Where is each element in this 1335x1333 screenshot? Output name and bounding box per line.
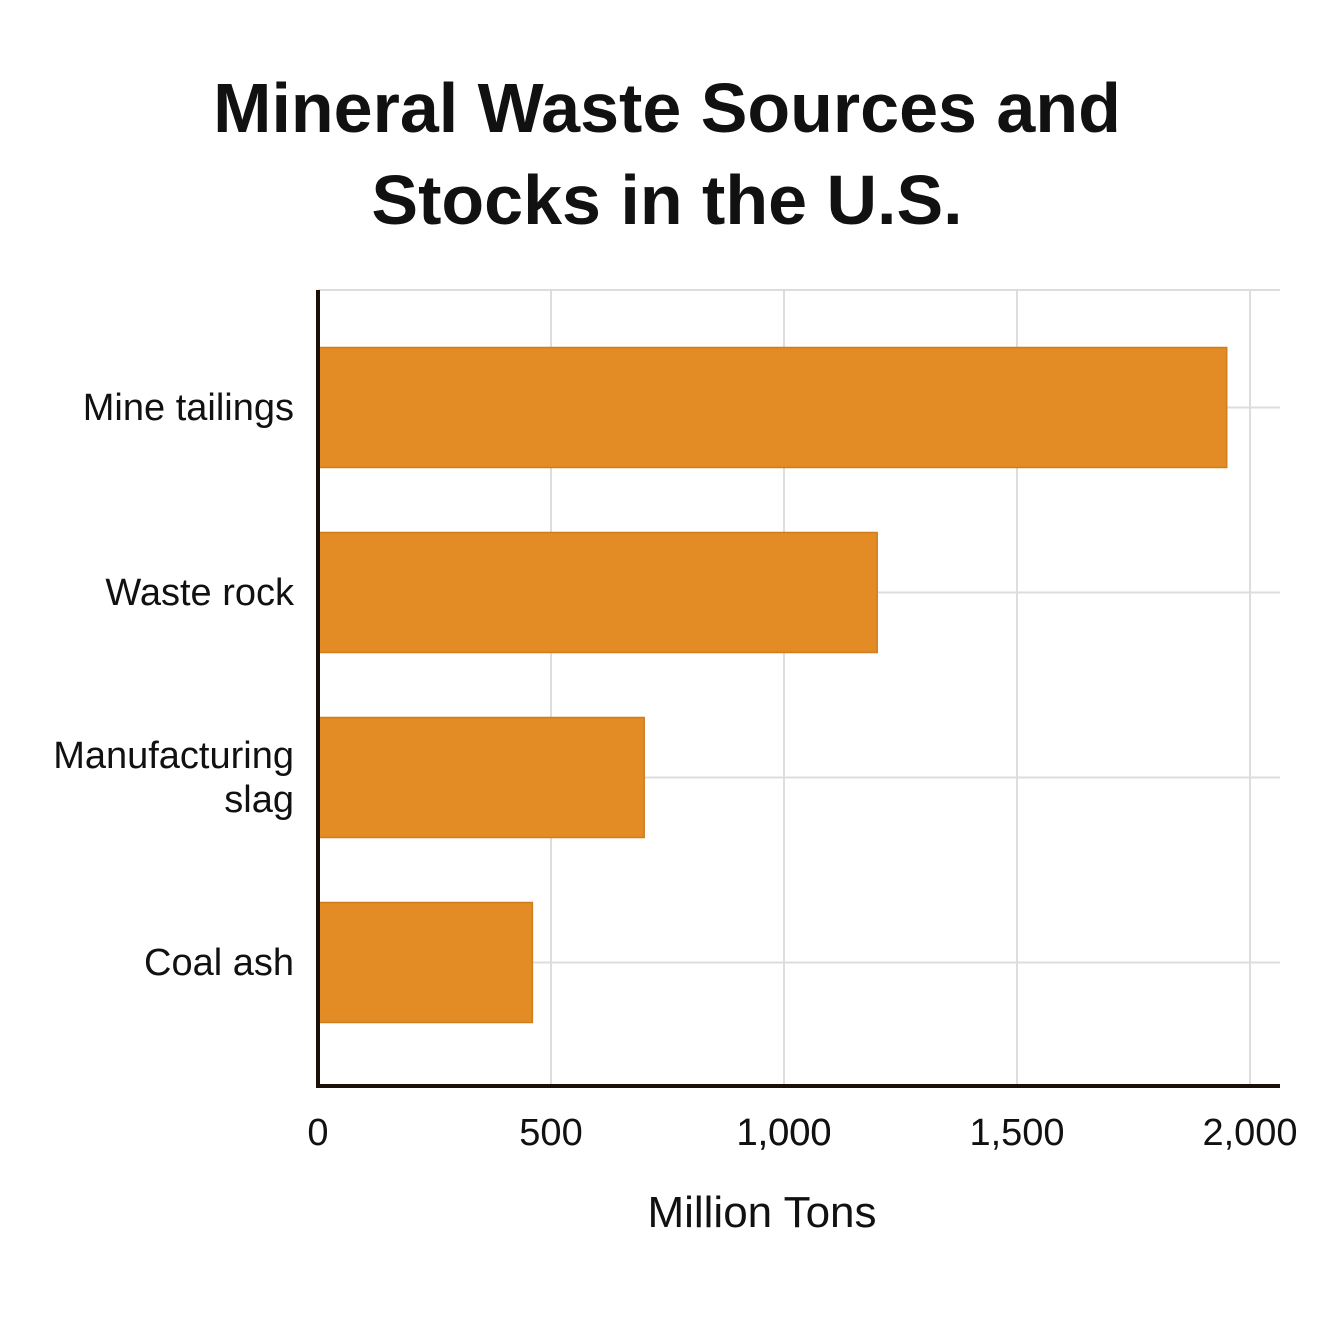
bar — [317, 716, 645, 839]
x-tick-label: 500 — [519, 1112, 582, 1154]
x-tick-label: 0 — [307, 1112, 328, 1154]
x-tick-label: 2,000 — [1202, 1112, 1297, 1154]
chart-title: Mineral Waste Sources and Stocks in the … — [213, 69, 1121, 239]
y-tick-label: Mine tailings — [82, 386, 294, 429]
x-tick-label: 1,000 — [736, 1112, 831, 1154]
bar — [317, 531, 878, 654]
x-tick-label: 1,000 — [736, 1112, 831, 1154]
x-tick-label: 1,500 — [969, 1112, 1064, 1154]
y-tick-label: Manufacturing slag — [53, 734, 294, 821]
y-tick-label: Coal ash — [144, 941, 294, 984]
y-tick-label: Waste rock — [105, 571, 294, 614]
bar — [317, 346, 1228, 469]
x-axis-label: Million Tons — [647, 1188, 876, 1237]
bar — [317, 901, 534, 1024]
